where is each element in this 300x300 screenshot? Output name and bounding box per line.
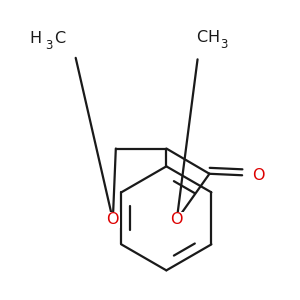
Text: C: C <box>54 31 65 46</box>
Text: 3: 3 <box>45 39 52 52</box>
Text: O: O <box>170 212 183 227</box>
Text: O: O <box>106 212 119 227</box>
Text: H: H <box>207 30 220 45</box>
Text: C: C <box>196 30 207 45</box>
Text: O: O <box>253 168 265 183</box>
Text: 3: 3 <box>220 38 228 51</box>
Text: H: H <box>30 31 42 46</box>
